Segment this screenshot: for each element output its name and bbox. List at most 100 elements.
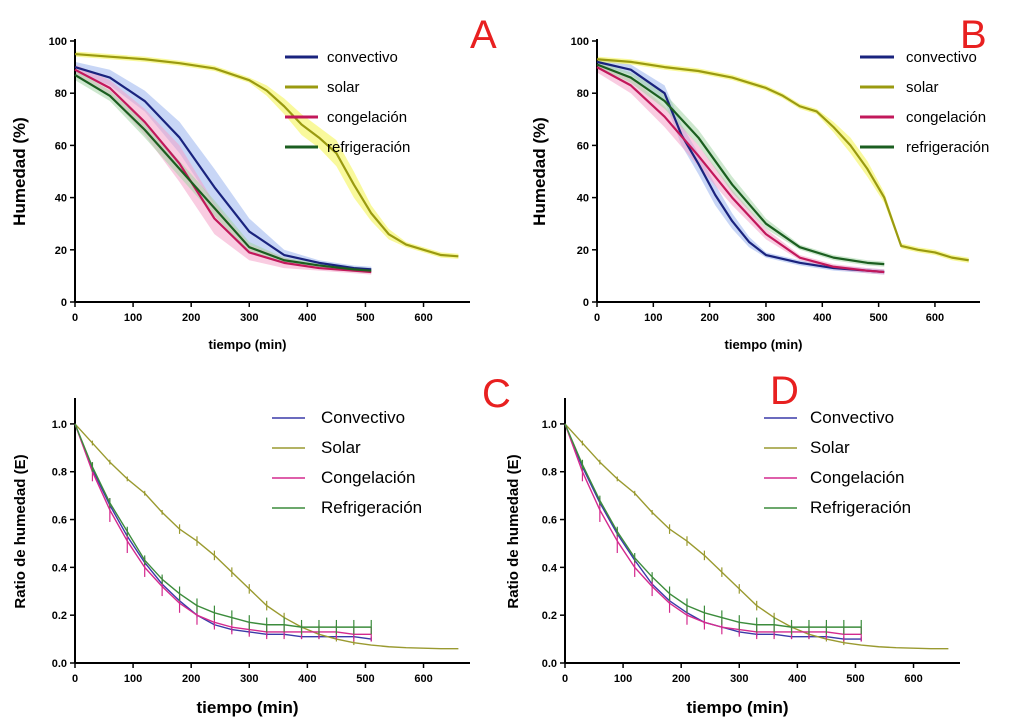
legend-label: solar: [906, 79, 939, 96]
x-tick-label: 100: [614, 673, 632, 685]
x-axis-title: tiempo (min): [725, 337, 803, 352]
series-solar: [564, 423, 949, 650]
x-tick-label: 300: [730, 673, 748, 685]
x-tick-label: 300: [757, 312, 775, 324]
y-tick-label: 20: [55, 245, 67, 257]
x-tick-label: 600: [414, 312, 432, 324]
x-tick-label: 0: [562, 673, 568, 685]
series-congelación: [74, 68, 372, 274]
x-tick-label: 100: [124, 673, 142, 685]
series-line: [74, 423, 459, 650]
chart-panel-d: 0 100 200 300 400 500 600 0.0 0.2 0.4 0.6 0.8 1.0 tie…: [505, 369, 960, 717]
y-tick-label: 0: [583, 297, 589, 309]
y-tick-label: 100: [49, 36, 67, 48]
series-congelación: [596, 66, 885, 274]
series-line: [564, 423, 949, 650]
confidence-band: [597, 56, 969, 263]
y-tick-label: 0.6: [52, 515, 67, 527]
x-tick-label: 600: [904, 673, 922, 685]
x-tick-label: 500: [356, 673, 374, 685]
legend-label: Congelación: [321, 468, 416, 487]
x-axis-title: tiempo (min): [687, 698, 789, 717]
x-tick-label: 200: [182, 673, 200, 685]
series-line: [596, 66, 885, 274]
panel-letter: B: [960, 13, 987, 57]
legend: convectivo solar congelación refrigeración: [860, 49, 989, 156]
series-line: [74, 423, 372, 640]
x-tick-label: 500: [846, 673, 864, 685]
y-axis-title: Ratio de humedad (E): [12, 454, 29, 608]
x-tick-label: 0: [594, 312, 600, 324]
legend-label: refrigeración: [327, 139, 410, 156]
legend-label: congelación: [906, 109, 986, 126]
confidence-band: [597, 61, 885, 275]
y-tick-label: 60: [55, 140, 67, 152]
series-refrigeración: [74, 73, 372, 272]
y-axis-title: Humedad (%): [10, 117, 29, 226]
x-tick-label: 200: [672, 673, 690, 685]
series-line: [74, 423, 372, 628]
legend-label: Convectivo: [321, 408, 405, 427]
y-tick-label: 20: [577, 245, 589, 257]
x-tick-label: 600: [414, 673, 432, 685]
x-tick-label: 100: [124, 312, 142, 324]
y-tick-label: 40: [577, 193, 589, 205]
series-line: [596, 58, 969, 262]
series-line: [564, 423, 862, 636]
x-tick-label: 400: [298, 673, 316, 685]
legend: Convectivo Solar Congelación Refrigeración: [272, 408, 422, 517]
y-tick-label: 0.6: [542, 515, 557, 527]
legend: convectivo solar congelación refrigeración: [285, 49, 410, 156]
series-solar: [74, 423, 459, 650]
x-axis-title: tiempo (min): [209, 337, 287, 352]
legend-label: Solar: [810, 438, 850, 457]
legend: Convectivo Solar Congelación Refrigeración: [764, 408, 911, 517]
y-tick-label: 0.4: [52, 562, 68, 574]
panel-letter: D: [770, 369, 799, 413]
x-tick-label: 400: [788, 673, 806, 685]
x-tick-label: 500: [869, 312, 887, 324]
y-tick-label: 80: [577, 88, 589, 100]
y-tick-label: 60: [577, 140, 589, 152]
legend-label: convectivo: [327, 49, 398, 66]
confidence-band: [597, 61, 885, 267]
y-tick-label: 40: [55, 193, 67, 205]
series-convectivo: [596, 60, 885, 274]
x-tick-label: 100: [644, 312, 662, 324]
y-tick-label: 0.2: [542, 610, 557, 622]
x-tick-label: 500: [356, 312, 374, 324]
confidence-band: [75, 69, 372, 274]
y-axis-title: Humedad (%): [530, 117, 549, 226]
x-axis-title: tiempo (min): [197, 698, 299, 717]
series-refrigeración: [564, 423, 862, 635]
y-tick-label: 1.0: [52, 419, 67, 431]
legend-label: Solar: [321, 438, 361, 457]
legend-label: solar: [327, 79, 360, 96]
x-tick-label: 200: [182, 312, 200, 324]
chart-panel-b: 0 100 200 300 400 500 600 0 20 40 60 80 100 tiempo (m…: [530, 13, 989, 352]
y-tick-label: 0.2: [52, 610, 67, 622]
y-tick-label: 80: [55, 88, 67, 100]
series-line: [74, 52, 459, 258]
y-tick-label: 0.0: [52, 658, 67, 670]
legend-label: Refrigeración: [321, 498, 422, 517]
series-line: [564, 423, 862, 628]
series-solar: [596, 58, 969, 262]
legend-label: Refrigeración: [810, 498, 911, 517]
chart-panel-c: 0 100 200 300 400 500 600 0.0 0.2 0.4 0.6 0.8 1.0 tie…: [12, 372, 511, 717]
confidence-band: [75, 64, 372, 275]
panel-letter: A: [470, 13, 497, 57]
confidence-band: [75, 51, 459, 259]
series-refrigeración: [74, 423, 372, 635]
series-line: [74, 73, 372, 272]
x-tick-label: 600: [926, 312, 944, 324]
series-solar: [74, 52, 459, 258]
series-line: [74, 423, 372, 636]
chart-panel-a: 0 100 200 300 400 500 600 0 20 40 60 80 100 tiempo (m…: [10, 13, 497, 352]
legend-label: Convectivo: [810, 408, 894, 427]
x-tick-label: 400: [813, 312, 831, 324]
legend-label: Congelación: [810, 468, 905, 487]
series-convectivo: [74, 66, 372, 271]
series-line: [74, 66, 372, 271]
